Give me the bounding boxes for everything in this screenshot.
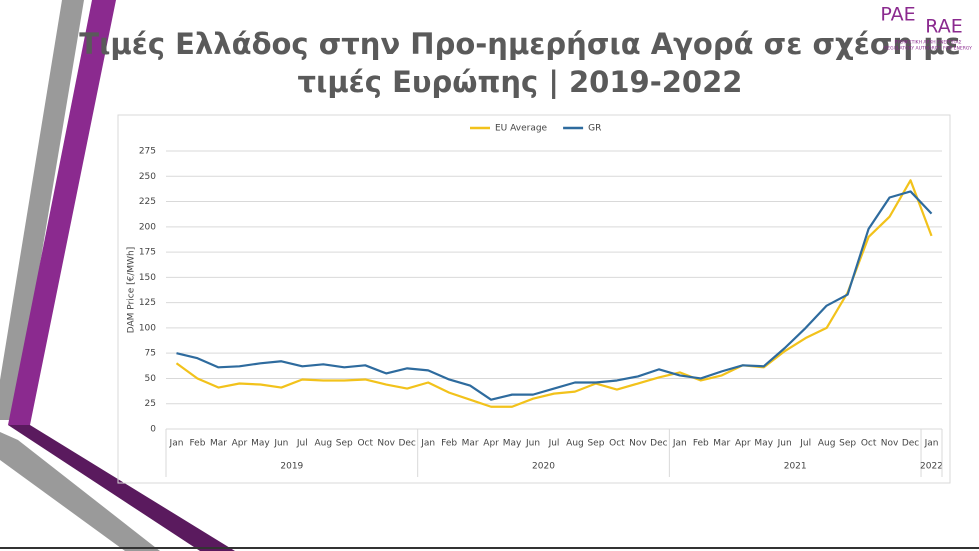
- x-tick-label: Oct: [609, 439, 625, 449]
- y-tick-label: 100: [139, 323, 156, 333]
- x-tick-label: Apr: [483, 439, 499, 449]
- x-tick-label: Jul: [548, 439, 560, 449]
- x-tick-label: Jun: [777, 439, 792, 449]
- logo-subtext: REGULATORY AUTHORITY FOR ENERGY: [884, 46, 972, 52]
- y-tick-label: 150: [139, 273, 156, 283]
- x-tick-label: Oct: [357, 439, 373, 449]
- legend-label: EU Average: [495, 124, 548, 134]
- x-group-label: 2021: [784, 462, 807, 472]
- x-tick-label: May: [251, 439, 270, 449]
- x-tick-label: Sep: [336, 439, 353, 449]
- title-line: τιμές Ευρώπης | 2019-2022: [298, 65, 743, 99]
- x-tick-label: Sep: [587, 439, 604, 449]
- logo-subtext: ΡΥΘΜΙΣΤΙΚΗ ΑΡΧΗ ΕΝΕΡΓΕΙΑΣ: [895, 40, 962, 46]
- x-tick-label: Jun: [273, 439, 288, 449]
- x-tick-label: Nov: [629, 439, 647, 449]
- x-tick-label: Dec: [398, 439, 415, 449]
- y-tick-label: 50: [145, 374, 157, 384]
- x-tick-label: Mar: [210, 439, 227, 449]
- chart: 0 25 50 75 100 125 150 175 200 225 250 275 DAM Price…: [127, 124, 943, 477]
- y-tick-label: 175: [139, 248, 156, 258]
- x-tick-label: Mar: [462, 439, 479, 449]
- legend-label: GR: [588, 124, 601, 134]
- x-tick-label: Jan: [169, 439, 184, 449]
- chart-frame: [117, 114, 951, 484]
- x-group-label: 2019: [280, 462, 303, 472]
- x-tick-label: Oct: [861, 439, 877, 449]
- y-tick-label: 0: [150, 425, 156, 435]
- x-group-label: 2020: [532, 462, 555, 472]
- x-tick-label: Feb: [441, 439, 457, 449]
- stripe-dark-purple: [8, 425, 235, 551]
- title-line: Τιμές Ελλάδος στην Προ-ημερήσια Αγορά σε…: [79, 27, 960, 61]
- x-tick-label: Dec: [902, 439, 919, 449]
- x-tick-label: Apr: [735, 439, 751, 449]
- y-axis-label: DAM Price [€/MWh]: [127, 247, 137, 334]
- x-tick-label: Jul: [799, 439, 811, 449]
- x-tick-label: Aug: [566, 439, 584, 449]
- y-tick-label: 125: [139, 298, 156, 308]
- logo-text: PAE: [880, 4, 915, 26]
- x-tick-label: Jan: [672, 439, 687, 449]
- x-tick-label: Aug: [315, 439, 333, 449]
- stripe-gray-bottom: [0, 432, 160, 551]
- x-tick-label: Jun: [525, 439, 540, 449]
- y-tick-label: 75: [145, 349, 156, 359]
- x-tick-label: Jul: [296, 439, 308, 449]
- x-tick-label: Feb: [189, 439, 205, 449]
- x-tick-label: Dec: [650, 439, 667, 449]
- y-tick-label: 200: [139, 222, 156, 232]
- y-tick-label: 25: [145, 399, 156, 409]
- y-tick-label: 275: [139, 147, 156, 157]
- stripe-gray: [0, 0, 84, 420]
- x-tick-label: Jan: [924, 439, 939, 449]
- x-tick-label: Nov: [377, 439, 395, 449]
- logo-text: RAE: [925, 16, 962, 38]
- series-line: [175, 179, 933, 408]
- x-tick-label: Nov: [881, 439, 899, 449]
- x-tick-label: Jan: [420, 439, 435, 449]
- x-tick-label: May: [754, 439, 773, 449]
- stripe-purple: [8, 0, 116, 425]
- x-tick-label: Feb: [693, 439, 709, 449]
- x-tick-label: May: [503, 439, 522, 449]
- x-group-label: 2022: [920, 462, 943, 472]
- x-tick-label: Mar: [713, 439, 730, 449]
- x-tick-label: Aug: [818, 439, 836, 449]
- y-tick-label: 225: [139, 197, 156, 207]
- series-line: [176, 190, 933, 401]
- x-tick-label: Sep: [839, 439, 856, 449]
- x-tick-label: Apr: [232, 439, 248, 449]
- y-tick-label: 250: [139, 172, 156, 182]
